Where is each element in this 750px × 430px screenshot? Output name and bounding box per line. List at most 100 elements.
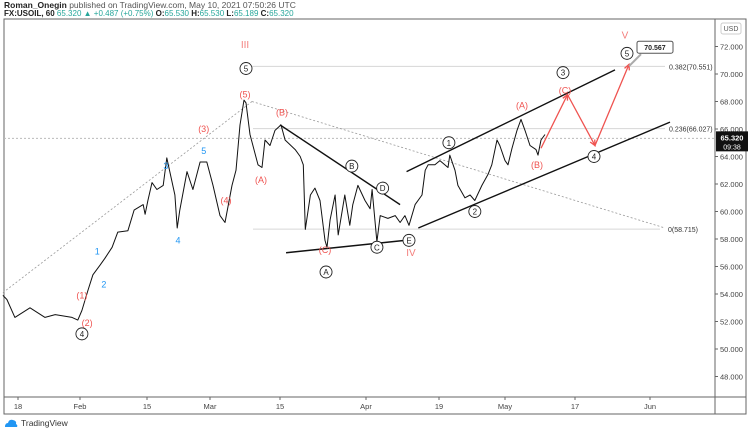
tradingview-footer: TradingView: [4, 418, 68, 428]
wave-label-circle: [620, 46, 634, 60]
tradingview-brand[interactable]: TradingView: [21, 418, 68, 428]
y-tick-label: 62.000: [720, 180, 743, 189]
wave-label: (4): [221, 196, 232, 206]
wave-label: (1): [76, 290, 87, 300]
y-tick-label: 54.000: [720, 290, 743, 299]
wave-label-circle: [402, 233, 416, 247]
x-tick-label: 19: [435, 402, 443, 411]
wave-label-circle: [442, 136, 456, 150]
wave-label: 4: [80, 330, 85, 339]
wave-label: 2: [473, 208, 478, 217]
channel-upper-line: [406, 69, 616, 173]
wave-label: (A): [516, 101, 528, 111]
up-arrow-icon: ▲: [83, 9, 92, 18]
wave-label: (C): [319, 245, 332, 255]
close-value: 65.320: [269, 9, 294, 18]
chart-frame: [3, 18, 747, 415]
target-callout-box: [636, 40, 674, 54]
wave-label-circle: [345, 159, 359, 173]
y-tick-label: 56.000: [720, 263, 743, 272]
publish-info: Roman_Onegin published on TradingView.co…: [4, 0, 296, 10]
y-tick-label: 70.000: [720, 70, 743, 79]
triangle-lower-line: [285, 239, 406, 254]
target-callout-label: 70.567: [644, 45, 666, 52]
wave-label: 4: [592, 153, 597, 162]
wave-label: D: [380, 184, 386, 193]
channel-lower-line: [418, 121, 671, 229]
wave-label: 5: [201, 146, 206, 156]
wave-label-circle: [587, 150, 601, 163]
x-tick-label: 15: [143, 402, 151, 411]
x-tick-label: Jun: [644, 402, 656, 411]
y-tick-label: 60.000: [720, 208, 743, 217]
wave-label: III: [241, 40, 249, 51]
wave-label-circle: [556, 66, 570, 80]
y-tick-label: 72.000: [720, 43, 743, 52]
wave-label: 1: [447, 139, 452, 148]
y-tick-label: 52.000: [720, 318, 743, 327]
currency-label: USD: [724, 26, 739, 33]
symbol-legend: FX:USOIL, 60 65.320 ▲ +0.487 (+0.75%) O:…: [4, 9, 294, 19]
x-tick-label: 15: [276, 402, 284, 411]
bar-countdown-label: 09:38: [723, 144, 741, 151]
wave-label: (2): [82, 318, 93, 328]
x-tick-label: Mar: [204, 402, 217, 411]
x-tick-label: Feb: [74, 402, 87, 411]
x-tick-label: 17: [571, 402, 579, 411]
projection-arrowhead-icon: [624, 62, 630, 71]
open-label: O:: [155, 9, 165, 18]
x-tick-label: Apr: [360, 402, 372, 411]
projection-arrowhead-icon: [562, 93, 569, 101]
current-price-label: 65.320: [721, 133, 744, 142]
wave-label: (5): [240, 90, 251, 100]
wave-label: (C): [559, 86, 572, 96]
target-callout-pointer: [628, 53, 642, 67]
published-text: published on TradingView.com, May 10, 20…: [69, 0, 296, 10]
high-label: H:: [191, 9, 200, 18]
price-series-line: [2, 99, 546, 321]
low-label: L:: [226, 9, 234, 18]
fib-level-label: 0.236(66.027): [669, 127, 713, 134]
y-tick-label: 66.000: [720, 125, 743, 134]
price-change: +0.487 (+0.75%): [93, 9, 154, 18]
wave-label-circle: [468, 205, 482, 218]
open-value: 65.530: [164, 9, 189, 18]
symbol-name[interactable]: FX:USOIL, 60: [4, 9, 55, 18]
wave-label: (B): [276, 108, 288, 118]
projection-path: [540, 64, 630, 149]
low-value: 65.189: [233, 9, 259, 18]
y-tick-label: 50.000: [720, 345, 743, 354]
dotted-impulse-line: [2, 101, 253, 293]
high-value: 65.530: [199, 9, 225, 18]
last-price: 65.320: [56, 9, 82, 18]
fib-level-label: 0(58.715): [668, 227, 698, 234]
currency-badge: [720, 22, 742, 35]
wave-label: 5: [625, 49, 630, 58]
wave-label-circle: [376, 181, 390, 195]
wave-label: 4: [176, 235, 181, 245]
close-label: C:: [260, 9, 270, 18]
wave-label: (A): [255, 175, 267, 185]
wave-label: 3: [163, 161, 168, 171]
x-tick-label: 18: [14, 402, 22, 411]
current-price-badge: [716, 131, 748, 152]
wave-label-circle: [239, 62, 253, 75]
fib-level-label: 0.382(70.551): [669, 64, 713, 71]
wave-label: 5: [244, 65, 249, 74]
wave-label: C: [374, 243, 380, 252]
wave-label: B: [349, 162, 354, 171]
wave-label: V: [622, 31, 629, 42]
wave-label: IV: [406, 248, 416, 259]
y-tick-label: 58.000: [720, 235, 743, 244]
author-name[interactable]: Roman_Onegin: [4, 0, 67, 10]
wave-label-circle: [370, 240, 384, 254]
wave-label: A: [323, 268, 329, 277]
wave-label-circle: [319, 265, 333, 279]
wave-label: E: [406, 236, 411, 245]
dotted-fib-line: [251, 101, 666, 229]
y-tick-label: 48.000: [720, 373, 743, 382]
wave-label-circle: [75, 327, 89, 341]
wave-label: 3: [561, 69, 566, 78]
